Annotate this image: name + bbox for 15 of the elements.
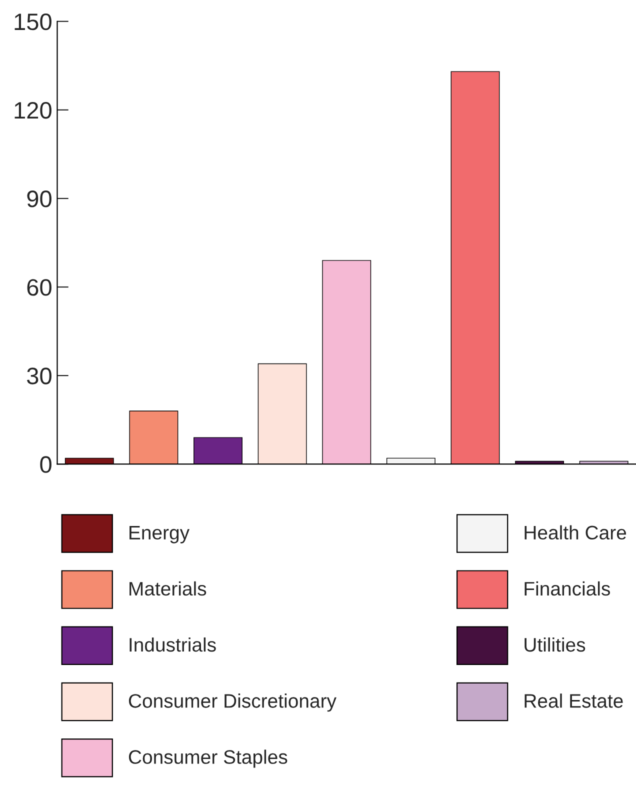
legend-label: Utilities <box>524 637 586 652</box>
legend-label: Financials <box>524 581 610 596</box>
y-tick-label: 0 <box>40 456 52 473</box>
legend-label: Energy <box>130 526 190 544</box>
y-tick-label: 150 <box>14 13 52 30</box>
y-tick-label: 90 <box>27 190 52 208</box>
y-tick-label: 30 <box>27 368 52 384</box>
legend-label: Industrials <box>130 637 216 652</box>
y-tick-label: 60 <box>27 279 52 296</box>
y-tick-label: 120 <box>14 102 52 119</box>
legend-label: Materials <box>130 581 206 596</box>
legend-label: Health Care <box>524 525 626 540</box>
legend-label: Real Estate <box>524 694 623 708</box>
legend-label: Consumer Discretionary <box>128 694 336 712</box>
legend-label: Consumer Staples <box>128 750 288 768</box>
